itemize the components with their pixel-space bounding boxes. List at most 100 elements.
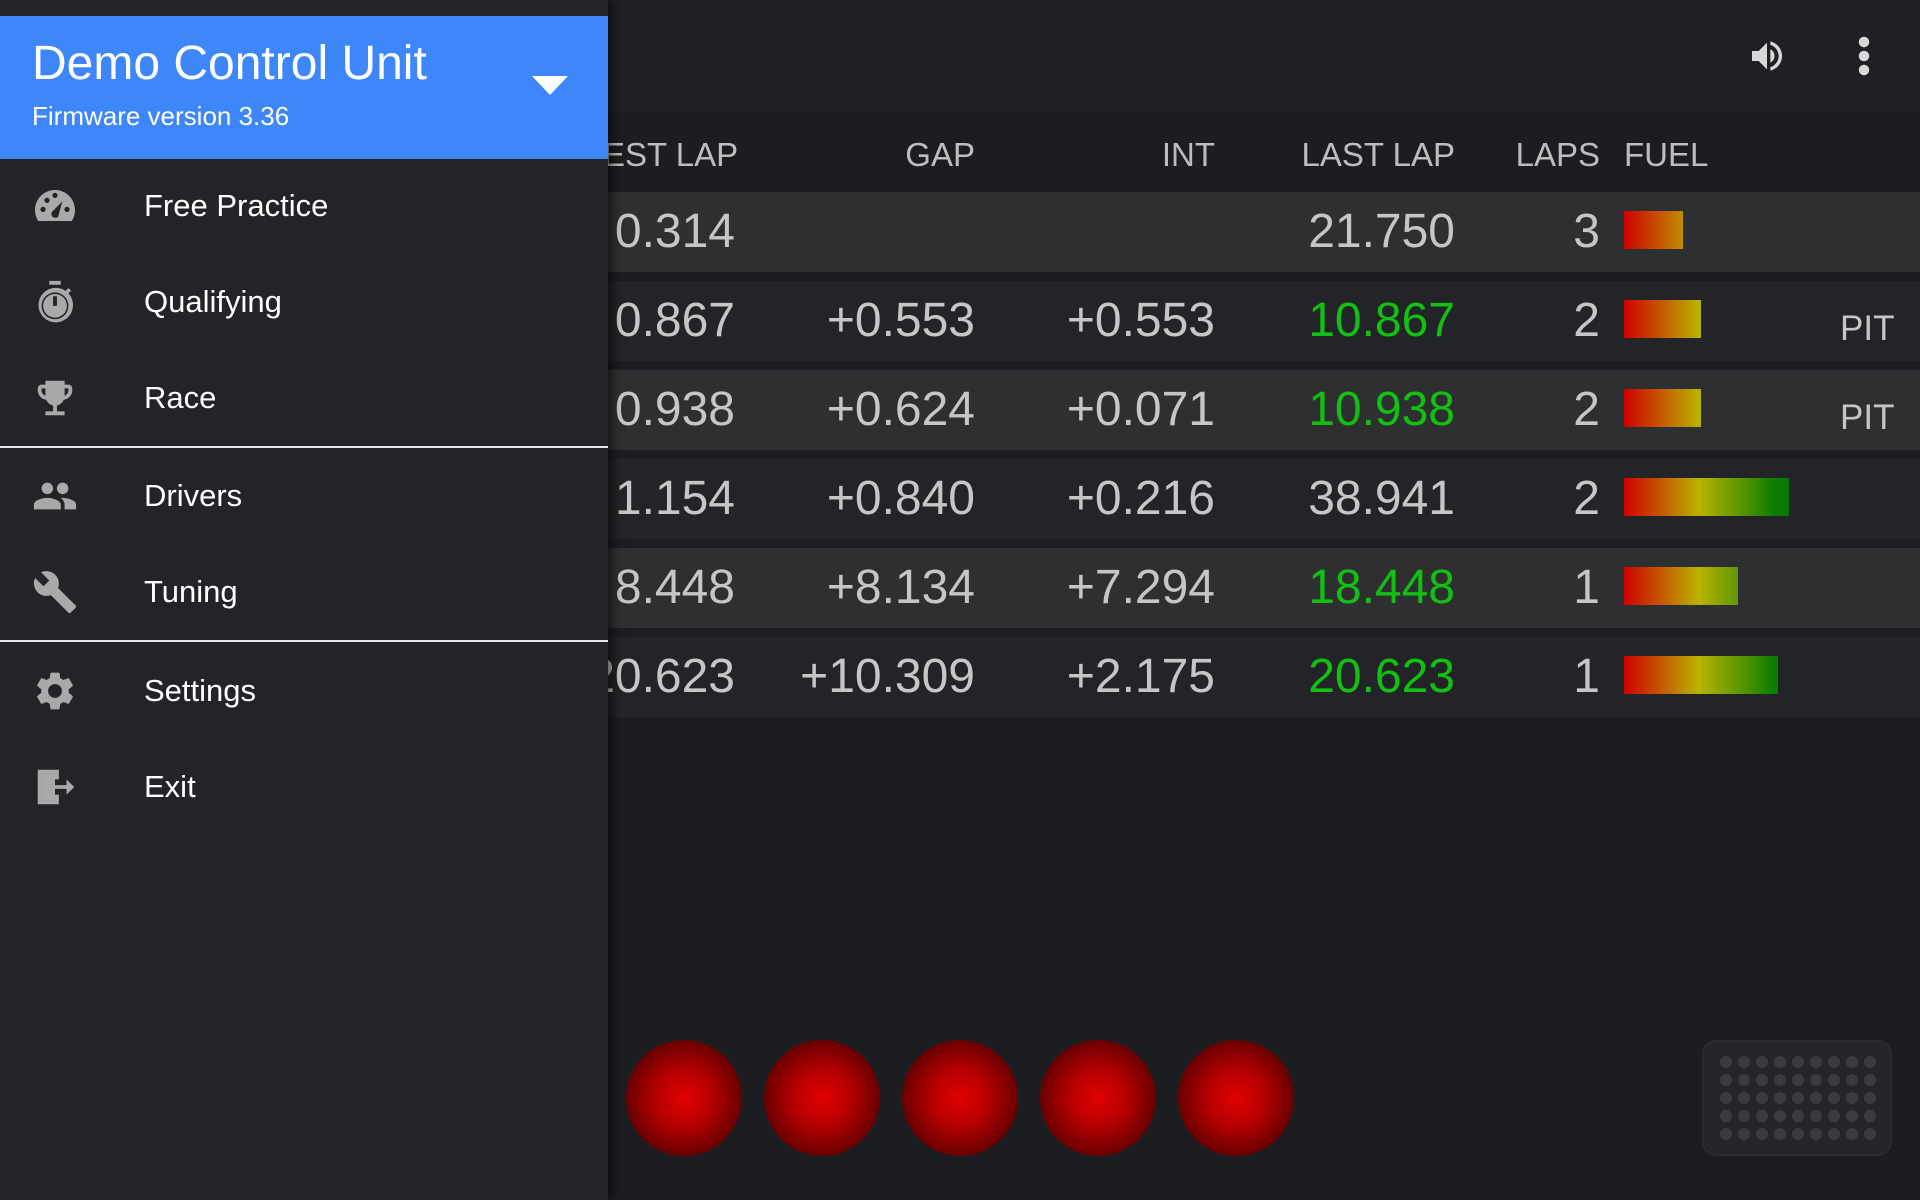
fuel-bar	[1624, 389, 1701, 427]
pit-status: PIT	[1840, 309, 1895, 348]
keypad-dot	[1846, 1110, 1858, 1122]
start-light	[902, 1040, 1018, 1156]
keypad-dot	[1756, 1092, 1768, 1104]
keypad-dot	[1846, 1092, 1858, 1104]
nav-label: Tuning	[144, 574, 238, 609]
keypad-dot	[1756, 1110, 1768, 1122]
cell-best: 0.314	[614, 205, 735, 258]
keypad-dot	[1846, 1074, 1858, 1086]
keypad-dot	[1738, 1110, 1750, 1122]
cell-gap: +8.134	[826, 561, 975, 614]
keypad-dot	[1756, 1056, 1768, 1068]
control-unit-name: Demo Control Unit	[32, 37, 427, 90]
cell-gap: +10.309	[800, 650, 975, 703]
keypad-dot	[1756, 1074, 1768, 1086]
keypad-dot	[1720, 1074, 1732, 1086]
header-best-lap: EST LAP	[603, 136, 739, 173]
fuel-bar	[1624, 656, 1778, 694]
cell-gap: +0.553	[826, 294, 975, 347]
fuel-bar	[1624, 300, 1701, 338]
navigation-drawer: Demo Control Unit Firmware version 3.36 …	[0, 0, 608, 1200]
cell-best: 1.154	[614, 472, 735, 525]
nav-item-qualifying[interactable]: Qualifying	[0, 256, 608, 348]
nav-item-exit[interactable]: Exit	[0, 741, 608, 833]
keypad-dot	[1810, 1074, 1822, 1086]
nav-item-race[interactable]: Race	[0, 352, 608, 444]
keypad-dot	[1738, 1128, 1750, 1140]
cell-int: +2.175	[1066, 650, 1215, 703]
keypad-dot	[1828, 1092, 1840, 1104]
cell-gap: +0.840	[826, 472, 975, 525]
cell-last: 18.448	[1308, 561, 1455, 614]
cell-best: 0.867	[614, 294, 735, 347]
cell-best: 0.938	[614, 383, 735, 436]
gear-icon	[30, 667, 80, 715]
header-int: INT	[1161, 136, 1215, 173]
keypad-dot	[1810, 1056, 1822, 1068]
nav-item-drivers[interactable]: Drivers	[0, 450, 608, 542]
start-light	[1040, 1040, 1156, 1156]
keypad-dot	[1738, 1092, 1750, 1104]
keypad-dot	[1792, 1092, 1804, 1104]
cell-best: 8.448	[614, 561, 735, 614]
volume-icon	[1752, 41, 1782, 71]
cell-int: +7.294	[1066, 561, 1215, 614]
cell-laps: 1	[1573, 650, 1600, 703]
drawer-divider	[0, 446, 608, 448]
keypad-dot	[1846, 1128, 1858, 1140]
keypad-dot	[1756, 1128, 1768, 1140]
start-light	[626, 1040, 742, 1156]
speedometer-icon	[30, 182, 80, 230]
keypad-dot	[1774, 1092, 1786, 1104]
nav-label: Drivers	[144, 478, 243, 513]
pit-status: PIT	[1840, 398, 1895, 437]
cell-laps: 3	[1573, 205, 1600, 258]
keypad-dot	[1720, 1092, 1732, 1104]
control-unit-selector[interactable]: Demo Control Unit Firmware version 3.36	[0, 16, 608, 159]
cell-int: +0.216	[1066, 472, 1215, 525]
keypad-dot	[1864, 1128, 1876, 1140]
cell-laps: 1	[1573, 561, 1600, 614]
more-vert-icon	[1858, 36, 1870, 76]
keypad-dot	[1792, 1056, 1804, 1068]
nav-label: Free Practice	[144, 188, 329, 223]
cell-best: 20.623	[588, 650, 735, 703]
more-options-button[interactable]	[1834, 28, 1894, 84]
keypad-dot	[1864, 1074, 1876, 1086]
volume-button[interactable]	[1737, 28, 1797, 84]
cell-last: 38.941	[1308, 472, 1455, 525]
cell-gap: +0.624	[826, 383, 975, 436]
cell-last: 10.938	[1308, 383, 1455, 436]
start-light	[1178, 1040, 1294, 1156]
keypad-dot	[1828, 1056, 1840, 1068]
keypad-dot	[1720, 1110, 1732, 1122]
keypad-dot	[1774, 1128, 1786, 1140]
keypad-dot	[1738, 1074, 1750, 1086]
nav-label: Qualifying	[144, 284, 282, 319]
keypad-dot	[1828, 1128, 1840, 1140]
keypad-dot	[1864, 1110, 1876, 1122]
nav-item-tuning[interactable]: Tuning	[0, 546, 608, 638]
exit-icon	[30, 763, 80, 811]
cell-laps: 2	[1573, 294, 1600, 347]
keypad-dot	[1774, 1110, 1786, 1122]
cell-last: 20.623	[1308, 650, 1455, 703]
header-last-lap: LAST LAP	[1301, 136, 1455, 173]
nav-label: Race	[144, 380, 217, 415]
nav-item-settings[interactable]: Settings	[0, 645, 608, 737]
drawer-divider	[0, 640, 608, 642]
cell-last: 21.750	[1308, 205, 1455, 258]
keypad-dot	[1864, 1092, 1876, 1104]
keypad-dot	[1810, 1110, 1822, 1122]
keypad-dot	[1774, 1074, 1786, 1086]
keypad-button[interactable]	[1702, 1040, 1892, 1156]
dropdown-arrow-icon	[532, 76, 568, 95]
start-light	[764, 1040, 880, 1156]
keypad-dot	[1792, 1074, 1804, 1086]
keypad-dot	[1828, 1110, 1840, 1122]
keypad-dot	[1792, 1128, 1804, 1140]
keypad-dot	[1774, 1056, 1786, 1068]
nav-item-free-practice[interactable]: Free Practice	[0, 160, 608, 252]
nav-label: Settings	[144, 673, 257, 708]
trophy-icon	[30, 374, 80, 422]
